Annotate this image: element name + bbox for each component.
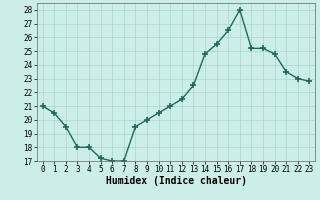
X-axis label: Humidex (Indice chaleur): Humidex (Indice chaleur): [106, 176, 246, 186]
